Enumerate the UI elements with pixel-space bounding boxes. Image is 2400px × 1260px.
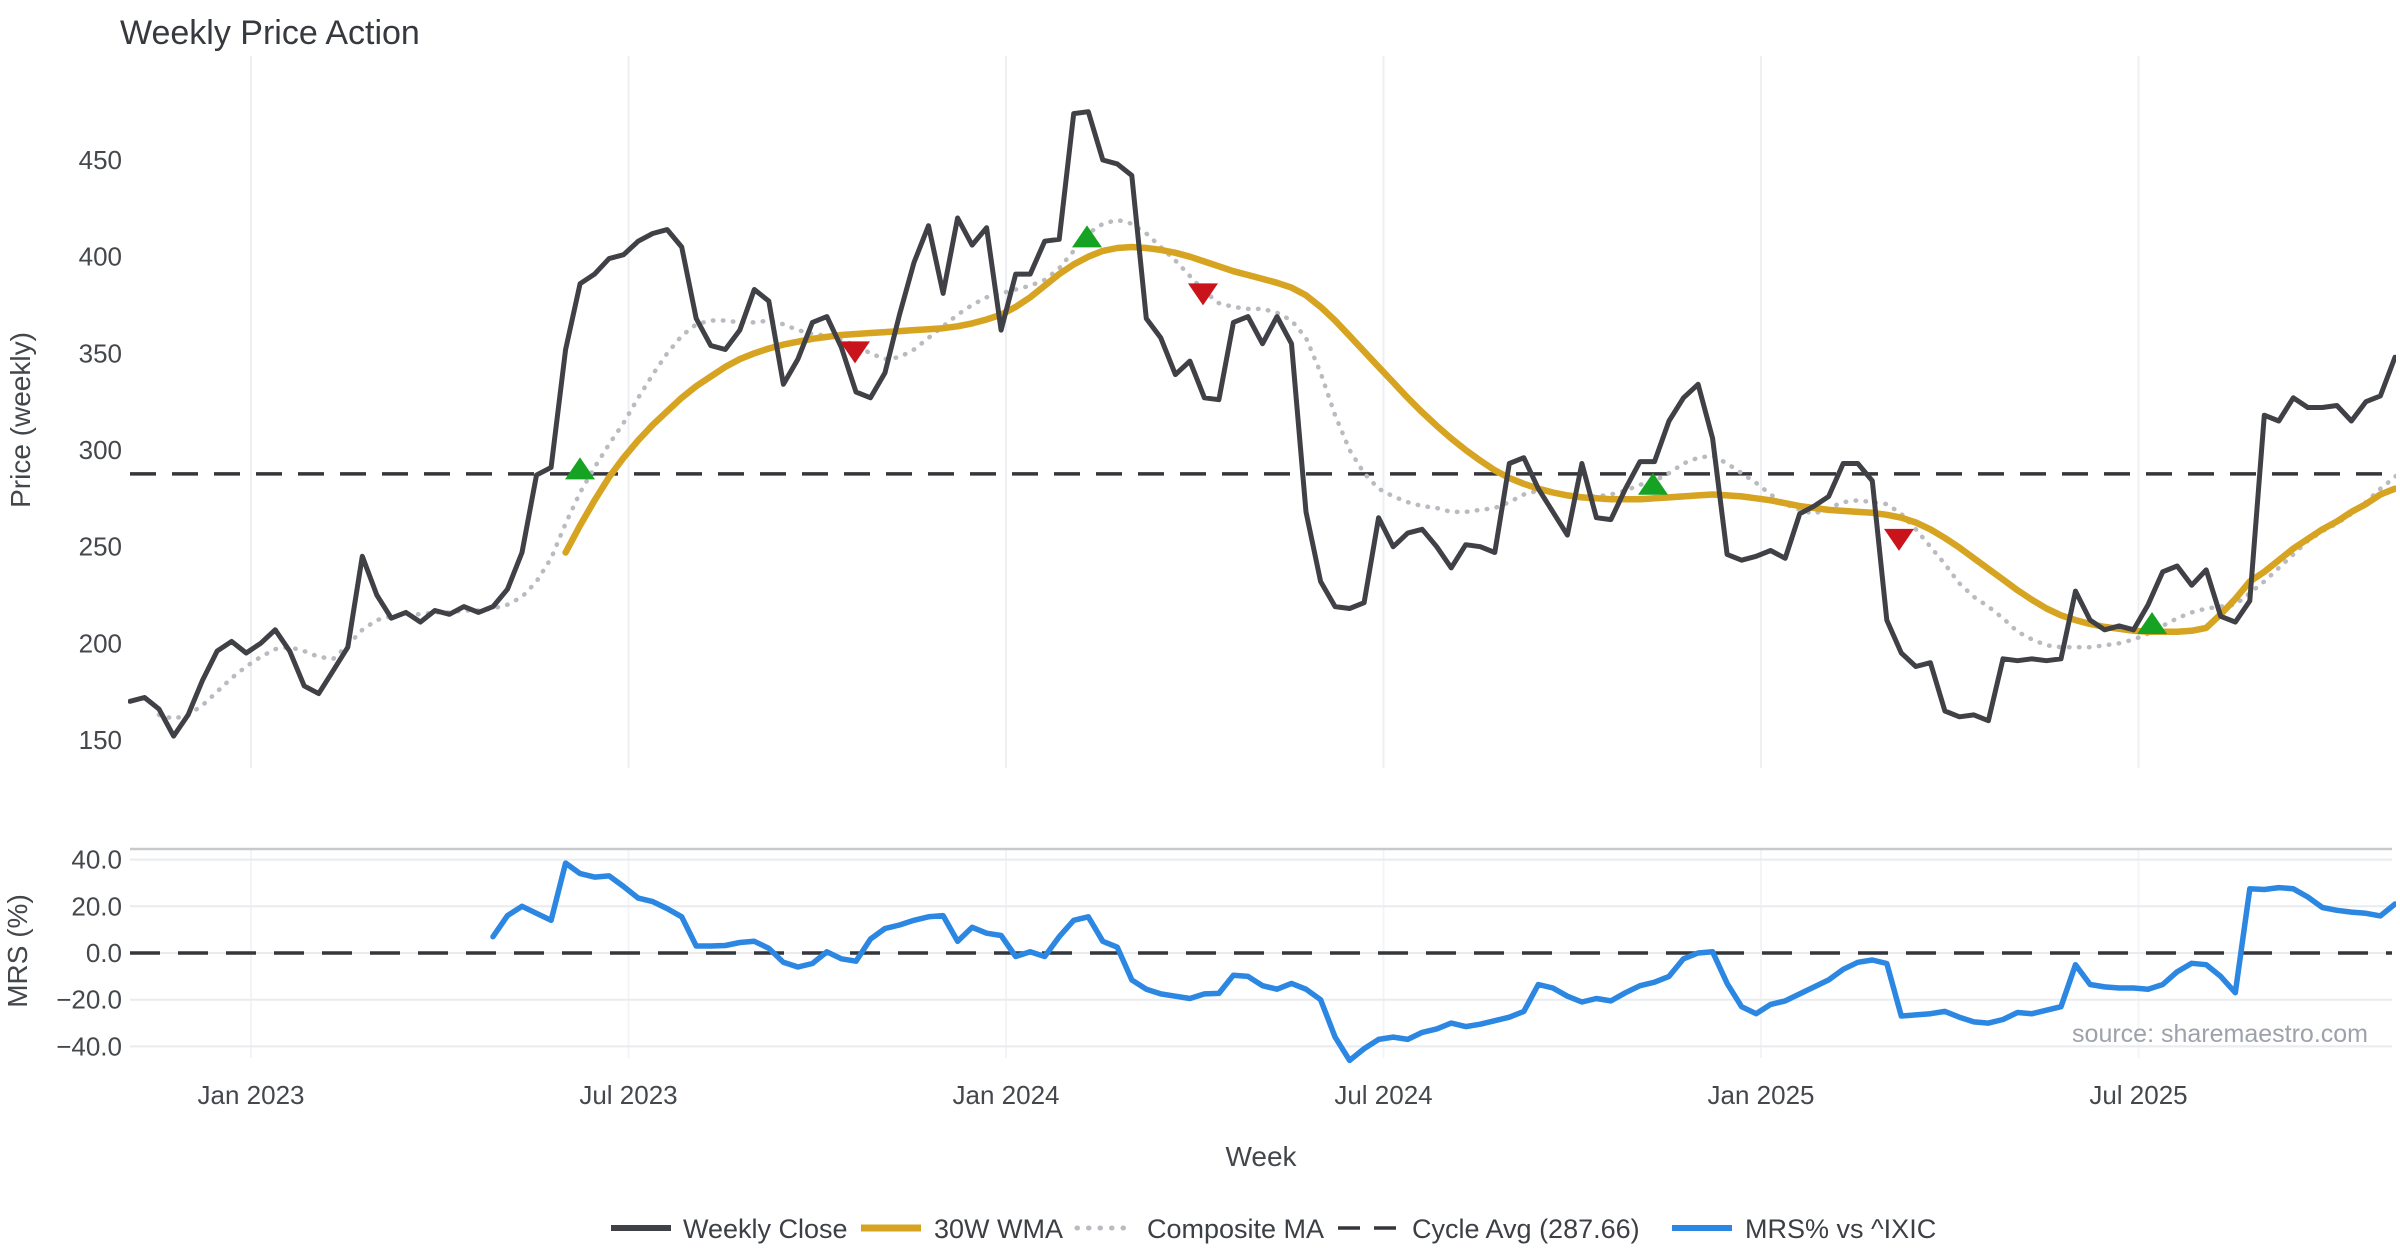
price-series-lines bbox=[128, 109, 2396, 739]
source-watermark: source: sharemaestro.com bbox=[2072, 1020, 2368, 1048]
x-axis-ticks: Jan 2023 Jul 2023 Jan 2024 Jul 2024 Jan 2025… bbox=[198, 1080, 2188, 1110]
price-axis-label: Price (weekly) bbox=[5, 332, 36, 508]
buy-signal-triangle-up bbox=[1072, 225, 1102, 248]
signal-markers bbox=[565, 225, 2167, 634]
price-tick-label: 400 bbox=[79, 242, 122, 272]
price-tick-label: 450 bbox=[79, 145, 122, 175]
price-tick-label: 250 bbox=[79, 532, 122, 562]
wma-30w-line bbox=[562, 243, 2396, 635]
price-tick-label: 300 bbox=[79, 435, 122, 465]
price-tick-label: 350 bbox=[79, 338, 122, 368]
x-tick-label: Jan 2023 bbox=[198, 1080, 305, 1110]
chart-legend: Weekly Close 30W WMA Composite MA Cycle … bbox=[611, 1214, 1936, 1244]
mrs-tick-label: 40.0 bbox=[71, 845, 122, 875]
price-tick-label: 200 bbox=[79, 628, 122, 658]
legend-label-cycle-avg: Cycle Avg (287.66) bbox=[1412, 1214, 1640, 1244]
legend-label-mrs: MRS% vs ^IXIC bbox=[1745, 1214, 1936, 1244]
page-title: Weekly Price Action bbox=[120, 14, 420, 52]
sell-signal-triangle-down bbox=[840, 341, 870, 364]
buy-signal-triangle-up bbox=[565, 457, 595, 480]
price-axis-ticks: 450 400 350 300 250 200 150 bbox=[79, 145, 122, 755]
legend-label-composite-ma: Composite MA bbox=[1147, 1214, 1324, 1244]
mrs-tick-label: −40.0 bbox=[56, 1031, 122, 1061]
mrs-tick-label: 0.0 bbox=[86, 938, 122, 968]
legend-label-weekly-close: Weekly Close bbox=[683, 1214, 848, 1244]
legend-label-30w-wma: 30W WMA bbox=[934, 1214, 1063, 1244]
upper-price-panel bbox=[128, 109, 2396, 739]
x-tick-label: Jul 2023 bbox=[579, 1080, 677, 1110]
price-tick-label: 150 bbox=[79, 725, 122, 755]
buy-signal-triangle-up bbox=[2137, 612, 2167, 634]
x-tick-label: Jan 2024 bbox=[953, 1080, 1060, 1110]
mrs-series-line bbox=[490, 860, 2396, 1064]
sell-signal-triangle-down bbox=[1188, 283, 1218, 306]
x-tick-label: Jul 2024 bbox=[1334, 1080, 1432, 1110]
mrs-tick-label: 20.0 bbox=[71, 891, 122, 921]
mrs-tick-label: −20.0 bbox=[56, 985, 122, 1015]
weekly-close-line bbox=[128, 109, 2396, 739]
mrs-line bbox=[490, 860, 2396, 1064]
upper-gridlines bbox=[250, 56, 2140, 768]
buy-signal-triangle-up bbox=[1638, 472, 1668, 495]
sell-signal-triangle-down bbox=[1884, 528, 1914, 551]
x-tick-label: Jan 2025 bbox=[1708, 1080, 1815, 1110]
lower-mrs-panel bbox=[130, 860, 2396, 1064]
x-axis-label: Week bbox=[1225, 1141, 1297, 1172]
mrs-axis-ticks: 40.0 20.0 0.0 −20.0 −40.0 bbox=[56, 845, 122, 1062]
mrs-axis-label: MRS (%) bbox=[2, 894, 33, 1008]
x-tick-label: Jul 2025 bbox=[2089, 1080, 2187, 1110]
